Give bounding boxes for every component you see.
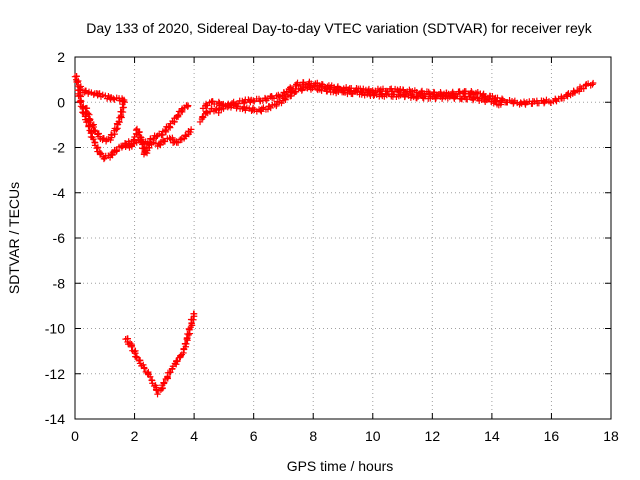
grid — [75, 57, 611, 419]
data-point — [110, 95, 117, 102]
data-point — [184, 102, 192, 109]
data-point — [120, 96, 128, 104]
x-tick-label: 4 — [190, 428, 198, 444]
data-point — [174, 358, 181, 365]
y-tick-label: -10 — [45, 321, 65, 337]
data-point — [589, 79, 597, 87]
x-tick-label: 6 — [250, 428, 258, 444]
x-tick-label: 16 — [544, 428, 560, 444]
data-point — [187, 126, 195, 133]
data-point — [370, 92, 377, 100]
y-tick-label: -12 — [45, 366, 65, 382]
axis-ticks: 0 2 4 6 8 10 12 14 16 18 -14 -12 -10 -8 -6 -4 -2 0 2 — [45, 49, 619, 444]
data-point — [326, 86, 333, 93]
data-point — [576, 83, 584, 91]
data-point — [128, 343, 135, 351]
data-point — [161, 379, 168, 386]
data-point — [498, 95, 506, 102]
data-point — [86, 117, 94, 124]
data-point — [115, 118, 123, 125]
data-point — [200, 114, 207, 121]
chart-title: Day 133 of 2020, Sidereal Day-to-day VTE… — [86, 20, 592, 36]
x-tick-label: 2 — [131, 428, 139, 444]
data-point — [90, 135, 97, 143]
data-marks — [71, 73, 597, 398]
data-point — [174, 111, 182, 119]
x-tick-label: 12 — [425, 428, 441, 444]
data-point — [76, 92, 84, 99]
y-tick-label: -14 — [45, 411, 65, 427]
data-point — [517, 99, 524, 106]
data-point — [120, 98, 127, 105]
data-point — [185, 331, 192, 339]
data-point — [130, 136, 137, 144]
data-point — [497, 101, 505, 108]
x-axis-label: GPS time / hours — [287, 458, 394, 474]
data-point — [154, 390, 161, 398]
data-point — [118, 144, 126, 151]
x-tick-label: 0 — [71, 428, 79, 444]
y-tick-label: 0 — [57, 94, 65, 110]
data-point — [161, 127, 169, 134]
data-point — [137, 134, 144, 142]
data-point — [91, 127, 98, 134]
data-point — [113, 146, 121, 154]
y-tick-label: -4 — [53, 185, 66, 201]
data-point — [250, 97, 257, 104]
y-tick-label: 2 — [57, 49, 65, 65]
data-point — [133, 353, 140, 360]
data-point — [168, 366, 176, 373]
data-point — [264, 106, 272, 113]
y-tick-label: -6 — [53, 230, 66, 246]
y-axis-label: SDTVAR / TECUs — [6, 182, 22, 294]
data-point — [84, 110, 92, 117]
data-point — [113, 126, 120, 133]
data-point — [75, 86, 83, 94]
data-point — [153, 133, 160, 140]
data-point — [190, 310, 198, 317]
x-tick-label: 10 — [365, 428, 381, 444]
y-tick-label: -8 — [53, 275, 66, 291]
data-point — [96, 90, 103, 97]
data-point — [166, 123, 173, 130]
data-point — [146, 373, 154, 380]
data-point — [141, 365, 148, 372]
data-point — [190, 316, 197, 323]
data-point — [570, 88, 577, 95]
data-point — [397, 92, 404, 99]
x-tick-label: 14 — [484, 428, 500, 444]
data-point — [459, 89, 467, 96]
data-point — [174, 139, 182, 146]
data-point — [266, 103, 273, 110]
data-point — [419, 94, 427, 101]
data-point — [564, 93, 571, 100]
data-point — [97, 150, 105, 157]
data-point — [589, 81, 596, 88]
x-tick-label: 8 — [309, 428, 317, 444]
x-tick-label: 18 — [603, 428, 619, 444]
data-point — [287, 84, 294, 91]
y-tick-label: -2 — [53, 140, 66, 156]
